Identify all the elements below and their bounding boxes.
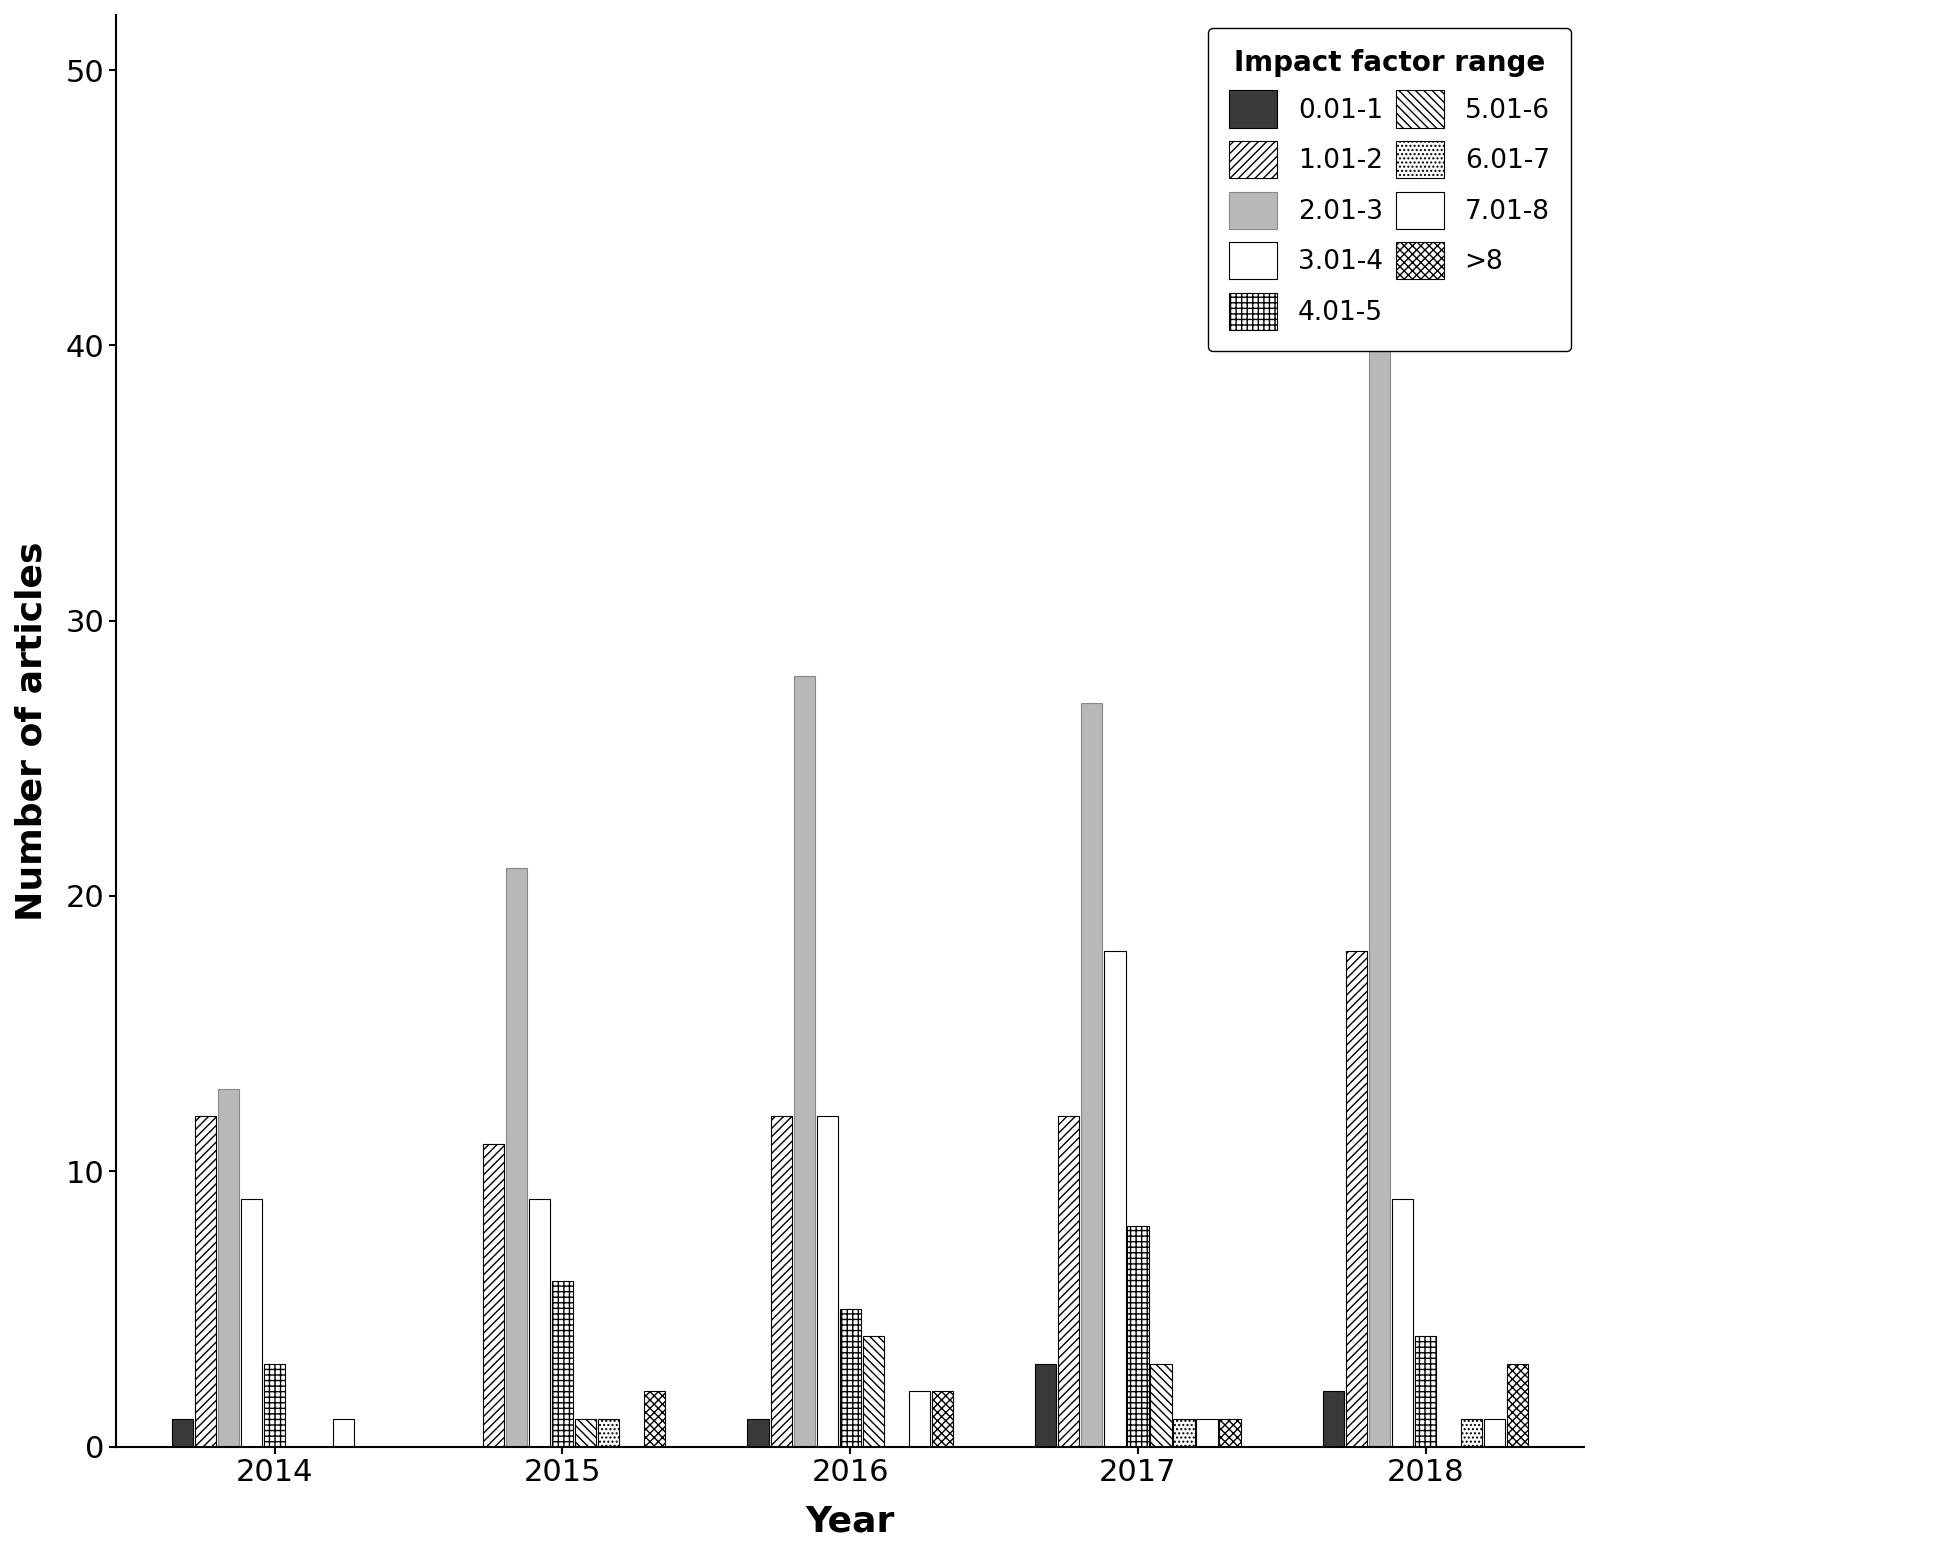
Bar — [505, 868, 526, 1446]
Bar — [770, 1117, 792, 1446]
Bar — [1322, 1391, 1344, 1446]
Bar — [1082, 704, 1102, 1446]
Bar — [1416, 1337, 1437, 1446]
Legend: 0.01-1, 1.01-2, 2.01-3, 3.01-4, 4.01-5, 5.01-6, 6.01-7, 7.01-8, >8: 0.01-1, 1.01-2, 2.01-3, 3.01-4, 4.01-5, … — [1209, 28, 1572, 351]
Bar — [172, 1419, 193, 1446]
Bar — [1392, 1199, 1414, 1446]
Bar — [817, 1117, 838, 1446]
Bar — [1461, 1419, 1482, 1446]
Bar — [840, 1309, 860, 1446]
Bar — [575, 1419, 597, 1446]
Bar — [747, 1419, 768, 1446]
X-axis label: Year: Year — [805, 1503, 895, 1537]
Bar — [1104, 950, 1125, 1446]
Bar — [1150, 1364, 1172, 1446]
Bar — [862, 1337, 883, 1446]
Bar — [195, 1117, 216, 1446]
Bar — [263, 1364, 285, 1446]
Bar — [1174, 1419, 1195, 1446]
Bar — [1059, 1117, 1080, 1446]
Bar — [909, 1391, 930, 1446]
Bar — [528, 1199, 550, 1446]
Bar — [1346, 950, 1367, 1446]
Y-axis label: Number of articles: Number of articles — [16, 540, 49, 921]
Bar — [1197, 1419, 1217, 1446]
Bar — [599, 1419, 618, 1446]
Bar — [242, 1199, 261, 1446]
Bar — [1219, 1419, 1240, 1446]
Bar — [1035, 1364, 1057, 1446]
Bar — [1507, 1364, 1529, 1446]
Bar — [794, 676, 815, 1446]
Bar — [484, 1143, 503, 1446]
Bar — [932, 1391, 954, 1446]
Bar — [1484, 1419, 1505, 1446]
Bar — [644, 1391, 665, 1446]
Bar — [218, 1089, 240, 1446]
Bar — [552, 1281, 573, 1446]
Bar — [333, 1419, 355, 1446]
Bar — [1127, 1227, 1149, 1446]
Bar — [1369, 98, 1390, 1446]
